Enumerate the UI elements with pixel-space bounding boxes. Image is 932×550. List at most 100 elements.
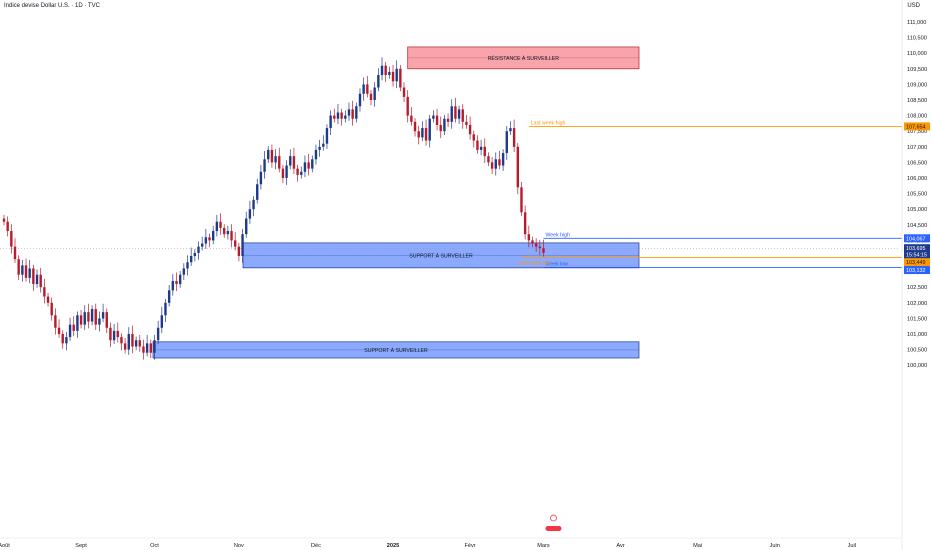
candle-body (325, 128, 329, 144)
candle-body (523, 212, 527, 235)
candle-body (512, 128, 516, 147)
candle-body (54, 315, 57, 328)
candle-body (156, 327, 160, 341)
candle-body (241, 234, 244, 256)
x-tick-label: Déc (311, 543, 321, 549)
candle-body (211, 231, 215, 241)
price-tag: 15:54:15 (906, 252, 927, 258)
candle-body (112, 330, 116, 341)
candle-body (13, 246, 17, 260)
candle-body (395, 68, 398, 82)
candle-body (39, 274, 42, 288)
candle-body (252, 199, 255, 210)
candle-body (509, 128, 512, 132)
candle-body (468, 124, 472, 135)
candle-body (46, 296, 50, 303)
candle-body (505, 131, 508, 154)
candle-body (388, 71, 391, 76)
level-label: Week high (545, 232, 570, 238)
candle-body (542, 248, 545, 253)
candle-body (366, 84, 369, 94)
price-tag-bg (904, 258, 930, 267)
candle-body (454, 106, 457, 119)
y-tick-label: 106,000 (907, 176, 927, 182)
candle-body (123, 343, 127, 350)
y-tick-label: 109,500 (907, 67, 927, 73)
zone-label: SUPPORT À SURVEILLER (409, 252, 473, 259)
candle-body (234, 240, 237, 247)
x-tick-label: Oct (150, 543, 159, 549)
y-tick-label: 104,500 (907, 223, 927, 229)
y-tick-label: 109,000 (907, 82, 927, 88)
candle-body (479, 146, 483, 150)
zone-label: SUPPORT À SURVEILLER (364, 347, 428, 354)
price-tag-bg (904, 266, 930, 275)
currency-label: USD (907, 3, 920, 9)
event-marker-icon (550, 514, 557, 522)
candle-body (175, 280, 178, 285)
candle-body (483, 146, 486, 157)
candle-body (476, 140, 479, 150)
y-tick-label: 105,500 (907, 192, 927, 198)
candle-body (340, 112, 343, 119)
candle-body (465, 121, 468, 125)
candle-body (351, 109, 354, 119)
y-tick-label: 108,000 (907, 114, 927, 120)
price-tag-bg (904, 122, 930, 131)
chart-title: Indice devise Dollar U.S. · 1D · TVC (4, 3, 100, 9)
candle-body (28, 268, 31, 278)
candle-body (263, 159, 266, 172)
candle-body (32, 268, 35, 285)
candle-body (402, 87, 406, 97)
candle-body (160, 315, 164, 328)
candle-body (35, 274, 39, 285)
y-tick-label: 107,000 (907, 145, 927, 151)
candle-body (311, 159, 314, 169)
candle-body (142, 346, 145, 353)
candle-body (94, 309, 97, 325)
candle-body (171, 280, 175, 291)
y-tick-label: 102,500 (907, 285, 927, 291)
candle-body (344, 115, 347, 119)
candle-body (300, 171, 303, 175)
price-tag-bg (904, 234, 930, 243)
candle-body (391, 71, 395, 82)
y-tick-label: 110,500 (907, 36, 927, 42)
price-tag: 104,067 (906, 236, 926, 242)
candle-body (182, 268, 186, 275)
candle-body (101, 312, 105, 319)
candle-body (358, 93, 362, 107)
candle-body (223, 227, 226, 235)
candle-body (534, 243, 538, 247)
candle-body (17, 259, 20, 275)
candle-body (472, 134, 475, 141)
price-tag: 103,132 (906, 268, 926, 274)
candle-body (2, 218, 6, 222)
candle-body (347, 109, 351, 116)
candle-body (153, 340, 156, 353)
candle-body (527, 234, 531, 241)
y-tick-label: 101,500 (907, 316, 927, 322)
candle-body (43, 287, 46, 297)
candle-body (61, 334, 64, 344)
candle-body (189, 256, 193, 263)
economic-events-icon (545, 526, 562, 531)
candle-body (50, 302, 53, 316)
candle-body (204, 237, 208, 244)
candle-body (490, 162, 494, 169)
candle-body (274, 156, 277, 163)
candle-body (314, 149, 318, 160)
candle-body (87, 312, 90, 322)
x-tick-label: Mars (537, 543, 550, 549)
candle-body (270, 149, 274, 163)
candle-body (369, 93, 373, 100)
candle-body (256, 184, 259, 200)
candle-body (149, 343, 152, 353)
level-label: Last week high (531, 120, 566, 126)
candle-body (278, 156, 281, 169)
candle-body (83, 312, 86, 325)
level-label-last-week-low: Last week low (518, 261, 551, 267)
candle-body (516, 146, 519, 188)
candle-body (98, 318, 101, 325)
